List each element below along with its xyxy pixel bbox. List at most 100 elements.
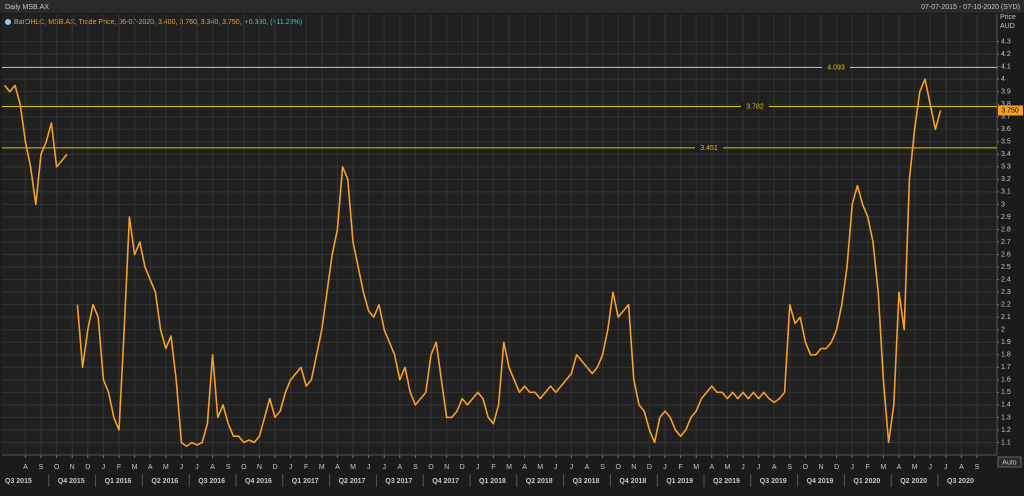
x-tick-label: A bbox=[772, 464, 777, 471]
level-label-bg bbox=[695, 143, 723, 152]
x-tick-label: F bbox=[678, 464, 682, 471]
x-tick-label: D bbox=[85, 464, 90, 471]
y-tick-label: 1.9 bbox=[1001, 339, 1011, 346]
x-tick-label: J bbox=[663, 464, 667, 471]
y-tick-label: 1.5 bbox=[1001, 389, 1011, 396]
y-tick-label: 1.4 bbox=[1001, 402, 1011, 409]
quarter-label: Q4 2017 bbox=[432, 478, 459, 485]
x-tick-label: N bbox=[70, 464, 75, 471]
x-tick-label: O bbox=[241, 464, 247, 471]
y-tick-label: 3.4 bbox=[1001, 151, 1011, 158]
x-tick-label: J bbox=[757, 464, 761, 471]
x-tick-label: D bbox=[647, 464, 652, 471]
x-tick-label: N bbox=[444, 464, 449, 471]
x-tick-label: J bbox=[367, 464, 371, 471]
x-tick-label: M bbox=[693, 464, 699, 471]
y-tick-label: 1.2 bbox=[1001, 427, 1011, 434]
quarter-label: Q1 2017 bbox=[292, 478, 319, 485]
y-tick-label: 2.9 bbox=[1001, 214, 1011, 221]
auto-button-label[interactable]: Auto bbox=[1002, 459, 1017, 466]
level-label: 4.093 bbox=[827, 64, 845, 71]
x-tick-label: A bbox=[210, 464, 215, 471]
x-tick-label: A bbox=[148, 464, 153, 471]
y-tick-label: 4.1 bbox=[1001, 63, 1011, 70]
level-label-bg bbox=[741, 102, 769, 111]
x-tick-label: S bbox=[39, 464, 44, 471]
x-tick-label: N bbox=[818, 464, 823, 471]
quarter-label: Q1 2018 bbox=[479, 478, 506, 485]
y-tick-label: 2.3 bbox=[1001, 289, 1011, 296]
header-bar bbox=[0, 0, 1024, 13]
x-tick-label: M bbox=[506, 464, 512, 471]
y-axis-label: Price bbox=[1000, 14, 1016, 21]
y-tick-label: 4 bbox=[1001, 76, 1005, 83]
y-tick-label: 1.3 bbox=[1001, 414, 1011, 421]
y-tick-label: 2.2 bbox=[1001, 302, 1011, 309]
chart-title: Daily MSB.AX bbox=[5, 4, 49, 11]
x-tick-label: O bbox=[428, 464, 434, 471]
x-tick-label: D bbox=[460, 464, 465, 471]
x-tick-label: A bbox=[897, 464, 902, 471]
x-tick-label: F bbox=[866, 464, 870, 471]
level-label: 3.451 bbox=[700, 145, 718, 152]
x-tick-label: M bbox=[880, 464, 886, 471]
quarter-label: Q1 2019 bbox=[666, 478, 693, 485]
x-tick-label: M bbox=[537, 464, 543, 471]
x-tick-label: J bbox=[289, 464, 293, 471]
x-tick-label: J bbox=[195, 464, 199, 471]
y-tick-label: 3 bbox=[1001, 201, 1005, 208]
y-tick-label: 3.9 bbox=[1001, 89, 1011, 96]
x-tick-label: D bbox=[834, 464, 839, 471]
x-tick-label: F bbox=[491, 464, 495, 471]
y-tick-label: 4.2 bbox=[1001, 51, 1011, 58]
x-tick-label: A bbox=[709, 464, 714, 471]
x-tick-label: O bbox=[54, 464, 60, 471]
x-tick-label: M bbox=[724, 464, 730, 471]
y-tick-label: 3.5 bbox=[1001, 139, 1011, 146]
x-tick-label: J bbox=[944, 464, 948, 471]
x-tick-label: A bbox=[397, 464, 402, 471]
quarter-label: Q2 2020 bbox=[900, 478, 927, 485]
x-tick-label: M bbox=[319, 464, 325, 471]
quarter-label: Q3 2020 bbox=[947, 478, 974, 485]
quarter-label: Q2 2019 bbox=[713, 478, 740, 485]
x-tick-label: M bbox=[132, 464, 138, 471]
last-price-label: 3.750 bbox=[1001, 107, 1019, 114]
x-tick-label: M bbox=[912, 464, 918, 471]
y-tick-label: 3.7 bbox=[1001, 114, 1011, 121]
level-label-bg bbox=[822, 63, 850, 72]
x-tick-label: A bbox=[23, 464, 28, 471]
y-tick-label: 1.7 bbox=[1001, 364, 1011, 371]
x-tick-label: J bbox=[382, 464, 386, 471]
y-tick-label: 2.8 bbox=[1001, 226, 1011, 233]
y-tick-label: 2.5 bbox=[1001, 264, 1011, 271]
auto-button[interactable] bbox=[997, 456, 1022, 468]
x-tick-label: F bbox=[117, 464, 121, 471]
x-tick-label: J bbox=[741, 464, 745, 471]
x-tick-label: D bbox=[272, 464, 277, 471]
quarter-label: Q2 2016 bbox=[151, 478, 178, 485]
x-tick-label: J bbox=[928, 464, 932, 471]
quarter-label: Q3 2016 bbox=[198, 478, 225, 485]
date-range: 07-07-2015 - 07-10-2020 (SYD) bbox=[921, 4, 1020, 11]
last-price-box bbox=[998, 105, 1023, 116]
x-tick-label: J bbox=[476, 464, 480, 471]
y-axis-unit: AUD bbox=[1000, 23, 1015, 30]
x-tick-label: J bbox=[554, 464, 558, 471]
y-tick-label: 2.6 bbox=[1001, 251, 1011, 258]
quarter-label: Q2 2017 bbox=[339, 478, 366, 485]
y-tick-label: 3.3 bbox=[1001, 164, 1011, 171]
x-tick-label: M bbox=[350, 464, 356, 471]
y-tick-label: 4.3 bbox=[1001, 38, 1011, 45]
y-tick-label: 2.4 bbox=[1001, 276, 1011, 283]
quarter-label: Q3 2015 bbox=[5, 478, 32, 485]
price-line bbox=[3, 84, 68, 206]
x-tick-label: J bbox=[102, 464, 106, 471]
y-tick-label: 1.1 bbox=[1001, 439, 1011, 446]
y-tick-label: 3.1 bbox=[1001, 189, 1011, 196]
quarter-label: Q3 2018 bbox=[573, 478, 600, 485]
legend-icon bbox=[5, 19, 11, 25]
quarter-label: Q1 2016 bbox=[105, 478, 132, 485]
x-tick-label: S bbox=[413, 464, 418, 471]
x-tick-label: S bbox=[975, 464, 980, 471]
